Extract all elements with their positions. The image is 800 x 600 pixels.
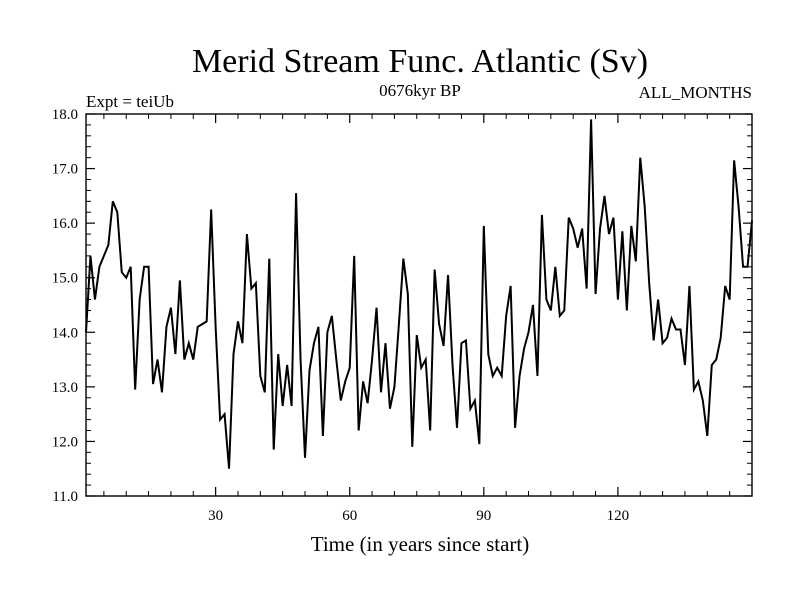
x-tick-label: 90 xyxy=(476,508,491,524)
x-tick-label: 60 xyxy=(342,508,357,524)
y-tick-label: 13.0 xyxy=(52,380,78,396)
y-tick-label: 11.0 xyxy=(52,489,78,505)
y-tick-label: 14.0 xyxy=(52,325,78,341)
x-tick-label: 120 xyxy=(607,508,630,524)
period-label: 0676kyr BP xyxy=(379,81,461,100)
y-tick-label: 12.0 xyxy=(52,434,78,450)
x-tick-labels: 30 60 90 120 xyxy=(208,508,629,524)
y-tick-label: 17.0 xyxy=(52,162,78,178)
months-label: ALL_MONTHS xyxy=(639,83,752,102)
y-tick-labels: 11.0 12.0 13.0 14.0 15.0 16.0 17.0 18.0 xyxy=(52,107,78,505)
x-axis-label: Time (in years since start) xyxy=(311,532,530,556)
chart-title: Merid Stream Func. Atlantic (Sv) xyxy=(192,43,648,80)
y-tick-label: 15.0 xyxy=(52,271,78,287)
series-layer xyxy=(85,119,753,469)
y-tick-label: 18.0 xyxy=(52,107,78,123)
plot-frame xyxy=(85,113,753,497)
y-tick-label: 16.0 xyxy=(52,216,78,232)
experiment-label: Expt = teiUb xyxy=(86,92,174,111)
axis-ticks xyxy=(86,113,752,497)
series-line xyxy=(85,119,753,469)
x-tick-label: 30 xyxy=(208,508,223,524)
